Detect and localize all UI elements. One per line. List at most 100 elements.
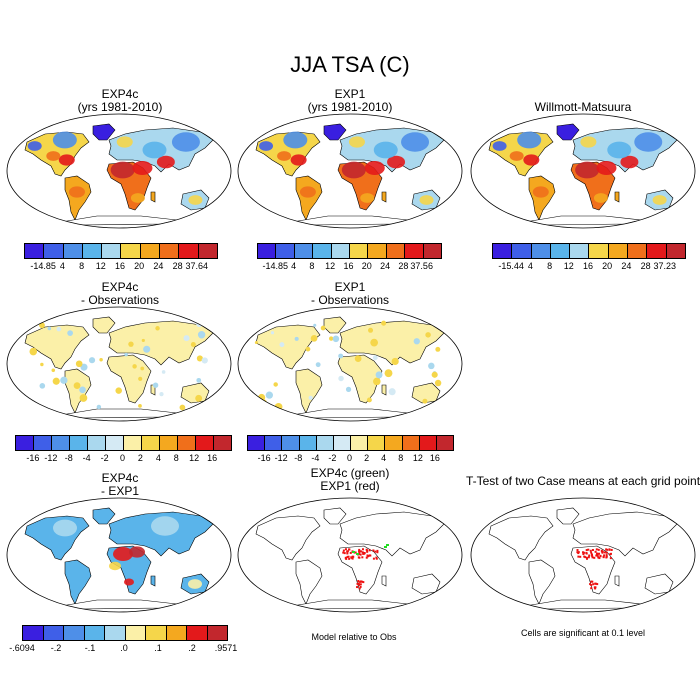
- sig-cell: [590, 553, 593, 556]
- panel-exp4c-exp1-title: EXP4c - EXP1: [0, 472, 240, 498]
- panel-title-line2: (yrs 1981-2010): [307, 100, 393, 114]
- map-boundary: [237, 113, 463, 229]
- continent-greenland: [92, 316, 116, 334]
- field-patch: [310, 334, 318, 342]
- field-patch: [159, 391, 164, 397]
- colorbar-swatch: [570, 244, 590, 258]
- field-patch: [313, 323, 317, 327]
- colorbar-swatch: [106, 436, 124, 450]
- sig-cell: [367, 554, 370, 557]
- colorbar-tick-label: 24: [153, 261, 164, 271]
- colorbar-tick-label: 16: [207, 453, 218, 463]
- colorbar-swatch: [351, 436, 369, 450]
- field-patch: [434, 379, 442, 387]
- colorbar-swatch: [121, 244, 141, 258]
- sig-cell: [366, 549, 369, 552]
- colorbar-tick-label: 37.64: [185, 261, 209, 271]
- sig-cell: [606, 548, 609, 551]
- sig-cell: [605, 548, 608, 551]
- field-patch: [124, 352, 128, 357]
- field-patch: [273, 382, 278, 387]
- sig-cell: [342, 551, 345, 554]
- sig-cell: [368, 549, 371, 552]
- field-patch: [183, 335, 190, 342]
- colorbar-tick-label: -8: [294, 453, 303, 463]
- sig-cell: [594, 582, 597, 585]
- continent-northAmerica: [255, 515, 321, 561]
- sig-cell: [350, 556, 353, 559]
- panel-exp4c-obs-title: EXP4c - Observations: [0, 281, 240, 307]
- field-patch: [593, 193, 608, 203]
- field-patch: [56, 326, 62, 332]
- sig-cell: [576, 549, 579, 552]
- sig-cell: [597, 548, 600, 551]
- field-patch: [201, 357, 208, 364]
- sig-cell: [591, 556, 594, 559]
- colorbar-swatch: [350, 244, 369, 258]
- continent-europeAsia: [108, 320, 214, 366]
- field-patch: [294, 336, 299, 341]
- map-land: [24, 316, 214, 419]
- map-land: [255, 507, 445, 610]
- colorbar-swatch: [608, 244, 629, 258]
- sig-cell: [594, 587, 597, 590]
- field-patch: [161, 370, 166, 374]
- continent-australia: [411, 573, 441, 595]
- sig-cell: [358, 556, 361, 559]
- sig-cell: [585, 551, 588, 554]
- colorbar-tick-label: 16: [429, 453, 440, 463]
- colorbar-swatch: [331, 244, 351, 258]
- colorbar-tick-label: 12: [95, 261, 106, 271]
- sig-cell: [347, 555, 350, 558]
- sig-cell: [594, 550, 597, 553]
- field-patch: [68, 186, 85, 198]
- colorbar-swatch: [63, 244, 83, 258]
- colorbar-tick-label: 16: [582, 261, 594, 271]
- field-patch: [75, 360, 83, 368]
- sig-cell: [361, 551, 364, 554]
- sig-cell: [589, 583, 592, 586]
- colorbar-tick-label: 0: [346, 453, 353, 463]
- sig-cell: [585, 549, 588, 552]
- colorbar-tick-label: 12: [412, 453, 423, 463]
- continent-madagascar: [614, 575, 620, 587]
- field-patch: [634, 132, 663, 152]
- sig-cell: [375, 556, 378, 559]
- field-patch: [328, 336, 334, 341]
- field-patch: [80, 363, 88, 371]
- field-patch: [143, 345, 151, 353]
- colorbar-swatch: [82, 244, 103, 258]
- sig-cell-green: [384, 546, 387, 548]
- sig-cell: [603, 551, 606, 554]
- map-exp4c-minus-obs: [6, 306, 232, 422]
- colorbar-swatch: [196, 436, 214, 450]
- colorbar-tick-label: 8: [173, 453, 179, 463]
- colorbar-tick-label: 4: [527, 261, 533, 271]
- sig-cell: [357, 580, 360, 583]
- panel-title-line1: Willmott-Matsuura: [534, 100, 632, 114]
- field-patch: [99, 127, 112, 137]
- continent-southAmerica: [64, 559, 92, 605]
- sig-cell: [592, 583, 595, 586]
- sig-cell: [344, 548, 347, 551]
- field-patch: [138, 376, 143, 381]
- colorbar-tick-label: 4: [59, 261, 65, 271]
- field-patch: [171, 132, 200, 152]
- sig-cell: [356, 582, 359, 585]
- colorbar-swatch: [405, 244, 424, 258]
- colorbar-tick-label: 12: [563, 261, 574, 271]
- colorbar-swatch: [34, 436, 52, 450]
- continent-australia: [644, 573, 674, 595]
- sig-cell: [599, 554, 602, 557]
- field-patch: [425, 332, 431, 338]
- sig-cell: [590, 587, 593, 590]
- field-patch: [52, 131, 77, 149]
- colorbar-swatch: [423, 244, 442, 258]
- colorbar-tick-label: -8: [64, 453, 73, 463]
- colorbar-swatch: [248, 436, 266, 450]
- colorbar-swatch: [493, 244, 513, 258]
- colorbar-tick-label: -12: [274, 453, 288, 463]
- sig-cell: [605, 554, 608, 557]
- field-patch: [428, 362, 435, 370]
- map-land: [24, 123, 214, 226]
